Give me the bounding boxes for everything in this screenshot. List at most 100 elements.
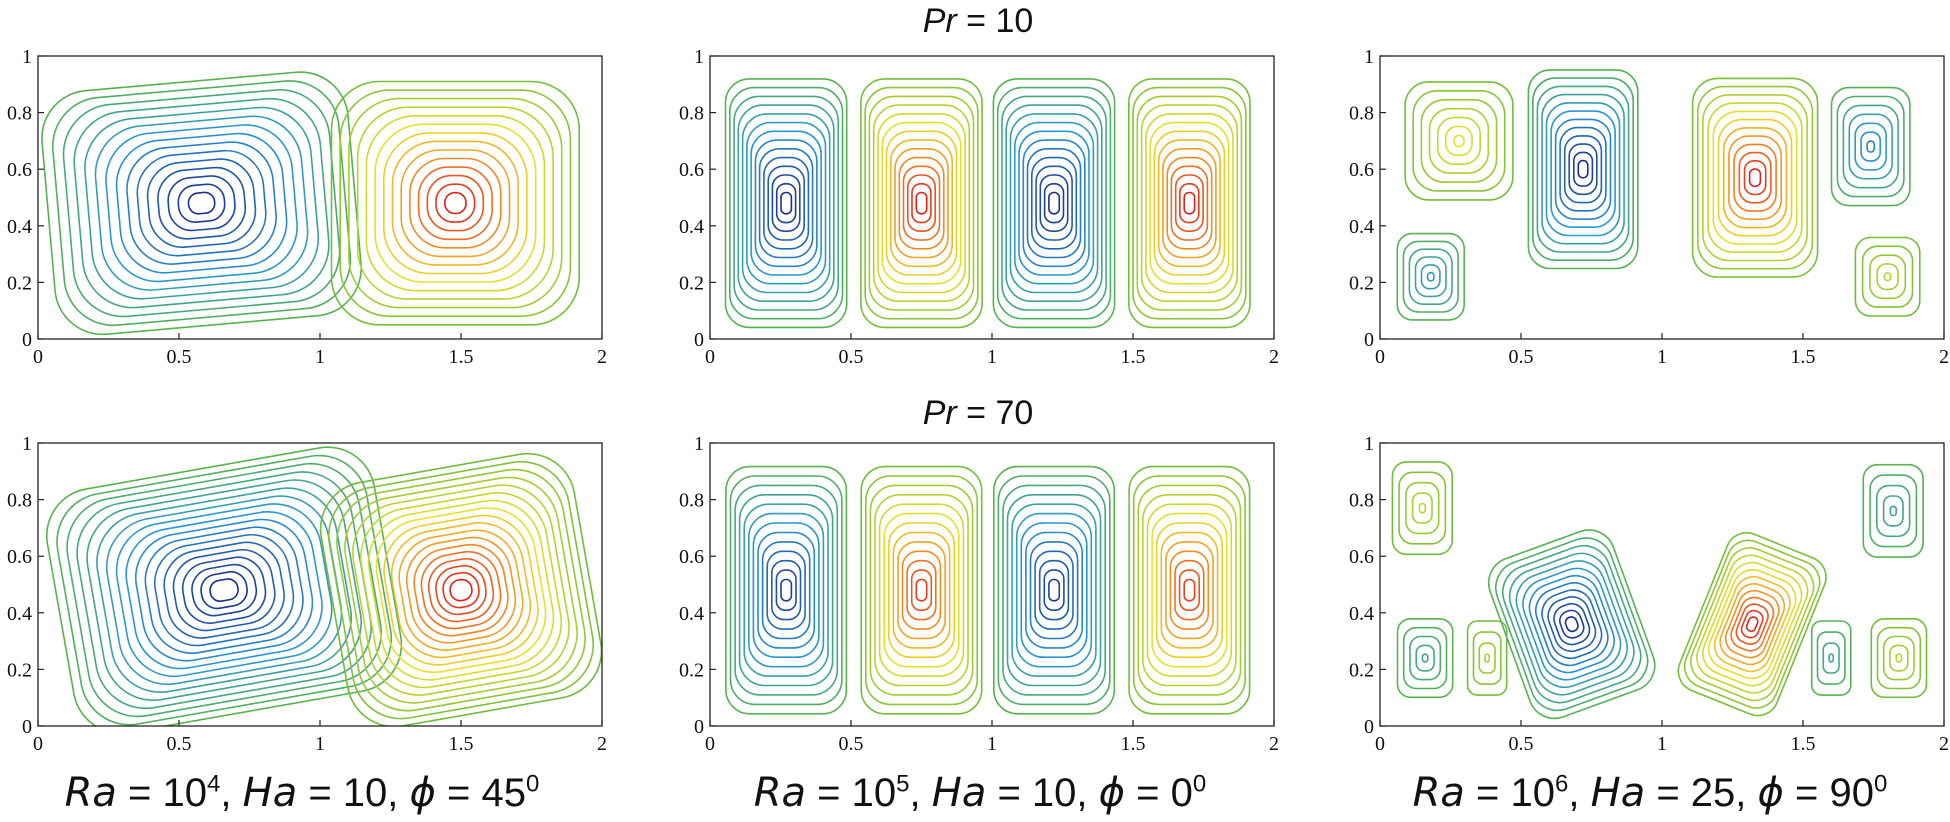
contour-level xyxy=(1022,139,1086,268)
contour-level xyxy=(146,158,257,248)
contour-level xyxy=(56,454,393,726)
contour-level xyxy=(1018,130,1090,276)
contour-level xyxy=(906,174,936,233)
y-tick-label: 1 xyxy=(1364,46,1374,68)
contour-level xyxy=(1155,522,1223,658)
contour-level xyxy=(1541,589,1603,660)
contour-level xyxy=(1735,603,1769,645)
contour-panel-6: 0 0.5 1 1.5 2 0 0.2 0.4 0.6 0.8 1 xyxy=(1349,433,1949,755)
contour-level xyxy=(153,534,295,647)
contour-level xyxy=(1426,271,1435,282)
contour-level xyxy=(1883,272,1892,282)
contour-level xyxy=(327,460,595,720)
contour-level xyxy=(1876,626,1922,690)
contour-level xyxy=(1132,86,1247,320)
contour-level xyxy=(1402,240,1459,313)
y-tick-label: 0.2 xyxy=(1349,659,1374,681)
contour-level xyxy=(1697,85,1814,270)
y-tick-label: 0.4 xyxy=(679,603,704,625)
contour-level xyxy=(1502,544,1642,704)
contour-level xyxy=(1822,642,1840,674)
contour-level xyxy=(1728,135,1783,221)
y-tick-label: 0.2 xyxy=(7,659,32,681)
contour-level xyxy=(1691,77,1819,278)
contour-level xyxy=(1869,254,1907,300)
contour-level xyxy=(1174,559,1205,621)
contour-level xyxy=(1428,107,1490,174)
ha-label: Ha xyxy=(242,770,298,816)
contour-level xyxy=(1166,156,1213,250)
contour-level xyxy=(910,569,933,611)
contour-level xyxy=(1415,644,1435,672)
contour-level xyxy=(780,578,793,602)
plot-frame xyxy=(1379,442,1945,727)
contour-level xyxy=(911,183,932,224)
contour-lines xyxy=(1391,461,1928,720)
y-tick-label: 0.8 xyxy=(1349,103,1374,125)
contour-level xyxy=(163,541,285,639)
x-tick-label: 1 xyxy=(315,733,325,755)
contour-level xyxy=(992,465,1116,715)
contour-level xyxy=(1889,505,1898,517)
contour-level xyxy=(1527,69,1639,270)
contour-level xyxy=(1396,617,1454,699)
pr-label: Pr xyxy=(922,394,957,432)
contour-level xyxy=(181,556,267,624)
x-tick-label: 1.5 xyxy=(449,346,474,368)
contour-level xyxy=(1733,143,1777,212)
x-tick-label: 2 xyxy=(1939,346,1949,368)
contour-level xyxy=(1895,653,1903,663)
phi-value: 0 xyxy=(1170,771,1193,815)
contour-level xyxy=(889,139,954,268)
contour-level xyxy=(1717,118,1793,237)
contour-level xyxy=(417,166,493,241)
contour-level xyxy=(126,141,277,265)
contour-panel-3: 0 0.5 1 1.5 2 0 0.2 0.4 0.6 0.8 1 xyxy=(1349,46,1949,368)
contour-level xyxy=(737,104,835,303)
contour-level xyxy=(869,484,974,696)
contour-level xyxy=(754,139,818,268)
column-caption-3: Ra = 106, Ha = 25, ϕ = 900 xyxy=(1412,770,1888,816)
contour-level xyxy=(1702,94,1808,262)
phi-value: 45 xyxy=(481,771,527,815)
y-tick-label: 1 xyxy=(694,46,704,68)
contour-level xyxy=(1408,248,1453,305)
ra-exponent: 4 xyxy=(207,770,221,798)
contour-level xyxy=(1547,596,1597,653)
contour-level xyxy=(1522,567,1622,681)
contour-level xyxy=(1508,552,1635,696)
contour-level xyxy=(134,518,314,662)
contour-level xyxy=(881,121,962,285)
contour-level xyxy=(172,549,276,632)
y-tick-label: 0.2 xyxy=(679,272,704,294)
contour-level xyxy=(1743,160,1767,196)
contour-level xyxy=(1398,471,1447,545)
contour-level xyxy=(1002,484,1106,696)
contour-level xyxy=(1006,493,1102,687)
y-tick-label: 0.4 xyxy=(7,603,32,625)
contour-level xyxy=(1559,126,1607,212)
contour-level xyxy=(1151,512,1228,668)
contour-level xyxy=(1420,99,1498,183)
contour-level xyxy=(200,571,248,610)
contour-level xyxy=(1745,616,1759,633)
contour-level xyxy=(1722,127,1788,229)
y-tick-label: 0.6 xyxy=(7,546,32,568)
x-tick-label: 1.5 xyxy=(1791,733,1816,755)
contour-level xyxy=(747,512,825,668)
x-tick-label: 0.5 xyxy=(839,733,864,755)
x-tick-label: 0 xyxy=(1375,733,1385,755)
contour-level xyxy=(1545,102,1621,237)
contour-level xyxy=(1563,135,1603,204)
contour-level xyxy=(105,124,298,283)
contour-level xyxy=(1869,474,1918,548)
contour-level xyxy=(874,493,969,687)
contour-level xyxy=(1160,531,1219,649)
contour-level xyxy=(352,484,570,696)
y-tick-label: 0.4 xyxy=(1349,216,1374,238)
contour-level xyxy=(728,86,844,320)
phi-label: ϕ xyxy=(1098,770,1126,816)
row-title-pr70: Pr = 70 xyxy=(922,394,1034,432)
contour-level xyxy=(1866,140,1876,153)
